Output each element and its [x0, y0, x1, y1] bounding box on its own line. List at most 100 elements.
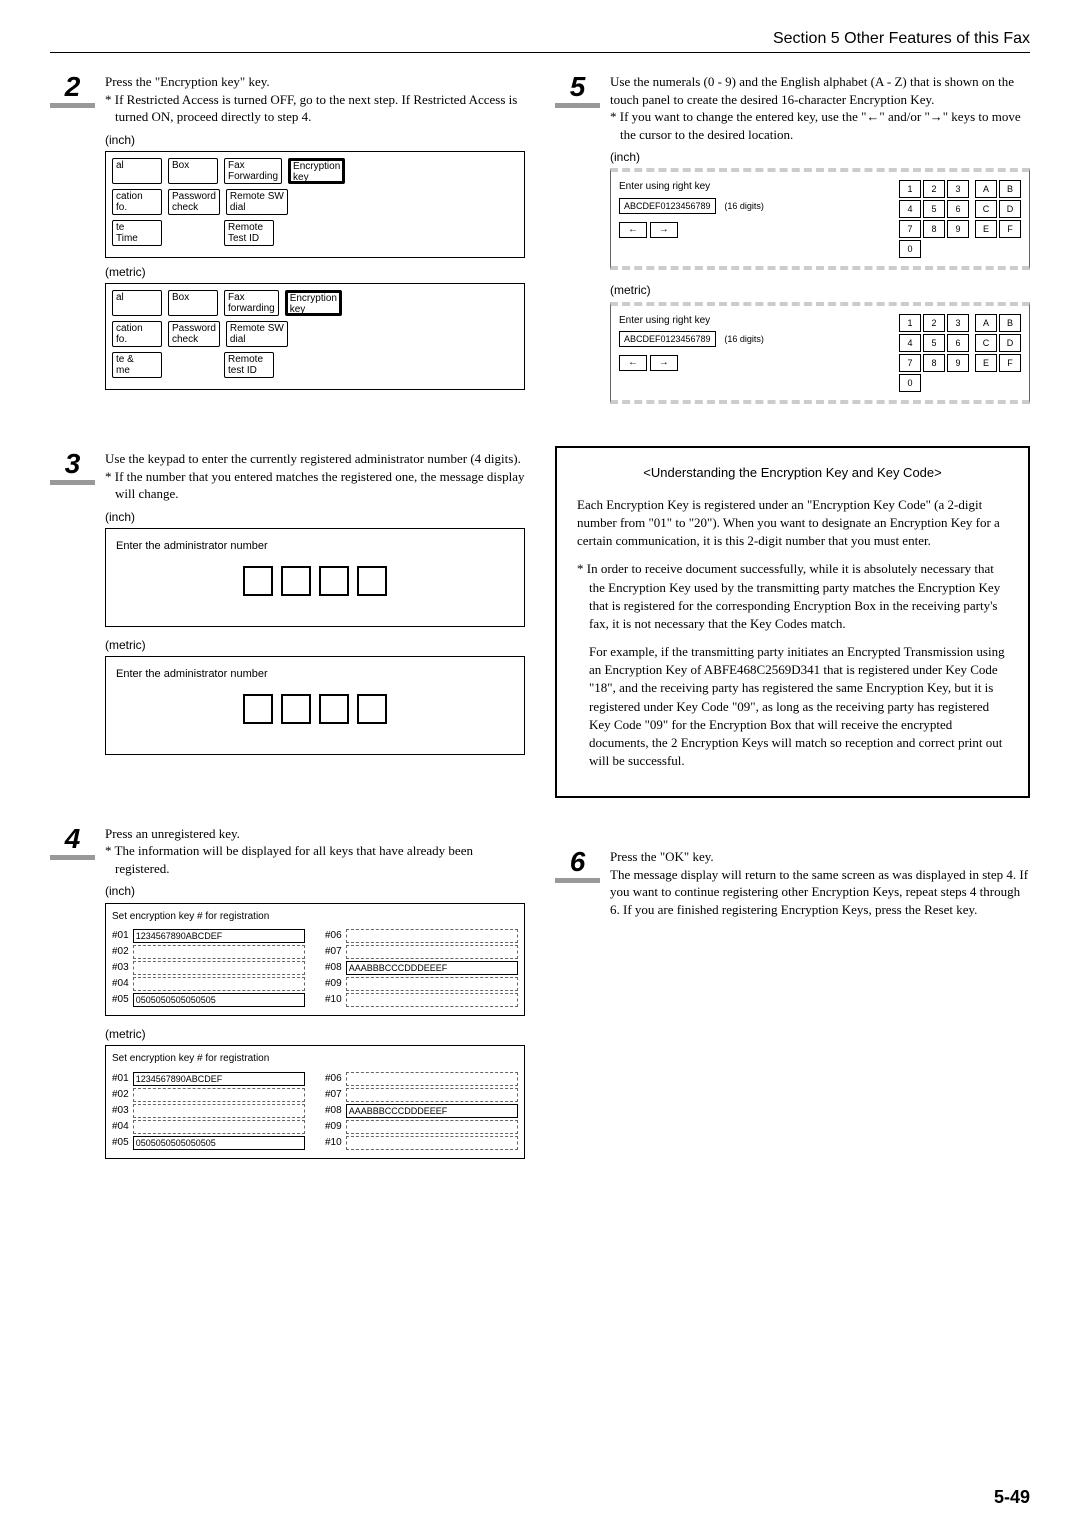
btn-te-time[interactable]: te Time: [112, 220, 162, 246]
key-0[interactable]: 0: [899, 240, 921, 258]
arrow-left-button[interactable]: ←: [619, 222, 647, 238]
reg-slot-08[interactable]: AAABBBCCCDDDEEEF: [346, 1104, 518, 1118]
reg-slot-01[interactable]: 1234567890ABCDEF: [133, 1072, 305, 1086]
step-3: 3 Use the keypad to enter the currently …: [50, 450, 525, 765]
key-7[interactable]: 7: [899, 220, 921, 238]
key-f[interactable]: F: [999, 354, 1021, 372]
reg-slot-05[interactable]: 0505050505050505: [133, 993, 305, 1007]
digit-input[interactable]: [319, 566, 349, 596]
key-a[interactable]: A: [975, 314, 997, 332]
key-4[interactable]: 4: [899, 334, 921, 352]
key-e[interactable]: E: [975, 354, 997, 372]
digit-input[interactable]: [319, 694, 349, 724]
key-8[interactable]: 8: [923, 354, 945, 372]
reg-label: #08: [325, 961, 342, 975]
reg-slot-07[interactable]: [346, 945, 518, 959]
key-7[interactable]: 7: [899, 354, 921, 372]
reg-slot-04[interactable]: [133, 977, 305, 991]
key-1[interactable]: 1: [899, 314, 921, 332]
reg-slot-10[interactable]: [346, 1136, 518, 1150]
btn-encryption-key-m[interactable]: Encryption key: [285, 290, 342, 316]
key-1[interactable]: 1: [899, 180, 921, 198]
metric-label: (metric): [610, 282, 1030, 298]
key-0[interactable]: 0: [899, 374, 921, 392]
step-4: 4 Press an unregistered key. * The infor…: [50, 825, 525, 1169]
key-4[interactable]: 4: [899, 200, 921, 218]
keypad-alpha: A B C D E F: [975, 180, 1021, 258]
reg-label: #03: [112, 1104, 129, 1118]
step4-note: * The information will be displayed for …: [105, 842, 525, 877]
btn-encryption-key[interactable]: Encryption key: [288, 158, 345, 184]
key-6[interactable]: 6: [947, 334, 969, 352]
key-b[interactable]: B: [999, 180, 1021, 198]
key-5[interactable]: 5: [923, 334, 945, 352]
key-b[interactable]: B: [999, 314, 1021, 332]
reg-slot-09[interactable]: [346, 977, 518, 991]
reg-label: #08: [325, 1104, 342, 1118]
reg-label: #09: [325, 1120, 342, 1134]
inch-label: (inch): [105, 509, 525, 525]
btn-al-m[interactable]: al: [112, 290, 162, 316]
arrow-right-button[interactable]: →: [650, 222, 678, 238]
btn-te-me[interactable]: te & me: [112, 352, 162, 378]
keypad-input[interactable]: ABCDEF0123456789: [619, 331, 716, 347]
key-e[interactable]: E: [975, 220, 997, 238]
digit-input[interactable]: [281, 694, 311, 724]
digit-input[interactable]: [357, 566, 387, 596]
reg-slot-02[interactable]: [133, 1088, 305, 1102]
reg-slot-10[interactable]: [346, 993, 518, 1007]
key-d[interactable]: D: [999, 200, 1021, 218]
btn-password-check[interactable]: Password check: [168, 189, 220, 215]
key-c[interactable]: C: [975, 334, 997, 352]
reg-slot-06[interactable]: [346, 1072, 518, 1086]
key-8[interactable]: 8: [923, 220, 945, 238]
key-c[interactable]: C: [975, 200, 997, 218]
key-9[interactable]: 9: [947, 220, 969, 238]
key-3[interactable]: 3: [947, 314, 969, 332]
step-number: 5: [555, 73, 600, 108]
key-a[interactable]: A: [975, 180, 997, 198]
btn-box-m[interactable]: Box: [168, 290, 218, 316]
keypad-alpha: A B C D E F: [975, 314, 1021, 392]
reg-slot-08[interactable]: AAABBBCCCDDDEEEF: [346, 961, 518, 975]
reg-slot-03[interactable]: [133, 961, 305, 975]
btn-fax-forwarding-m[interactable]: Fax forwarding: [224, 290, 279, 316]
arrow-right-button[interactable]: →: [650, 355, 678, 371]
digit-input[interactable]: [357, 694, 387, 724]
key-2[interactable]: 2: [923, 314, 945, 332]
btn-cation-m[interactable]: cation fo.: [112, 321, 162, 347]
keypad-input[interactable]: ABCDEF0123456789: [619, 198, 716, 214]
btn-box[interactable]: Box: [168, 158, 218, 184]
reg-label: #02: [112, 945, 129, 959]
arrow-left-button[interactable]: ←: [619, 355, 647, 371]
section-title: Section 5 Other Features of this Fax: [50, 30, 1030, 53]
reg-slot-05[interactable]: 0505050505050505: [133, 1136, 305, 1150]
btn-remote-test-id-m[interactable]: Remote test ID: [224, 352, 274, 378]
key-9[interactable]: 9: [947, 354, 969, 372]
key-6[interactable]: 6: [947, 200, 969, 218]
btn-al[interactable]: al: [112, 158, 162, 184]
digit-input[interactable]: [281, 566, 311, 596]
reg-slot-09[interactable]: [346, 1120, 518, 1134]
reg-slot-01[interactable]: 1234567890ABCDEF: [133, 929, 305, 943]
btn-remote-sw-dial[interactable]: Remote SW dial: [226, 189, 288, 215]
keypad-numeric: 1 2 3 4 5 6 7 8 9 0: [899, 180, 969, 258]
reg-label: #09: [325, 977, 342, 991]
digit-input[interactable]: [243, 694, 273, 724]
btn-password-check-m[interactable]: Password check: [168, 321, 220, 347]
key-5[interactable]: 5: [923, 200, 945, 218]
btn-fax-forwarding[interactable]: Fax Forwarding: [224, 158, 282, 184]
key-3[interactable]: 3: [947, 180, 969, 198]
key-2[interactable]: 2: [923, 180, 945, 198]
key-d[interactable]: D: [999, 334, 1021, 352]
reg-slot-06[interactable]: [346, 929, 518, 943]
btn-remote-test-id[interactable]: Remote Test ID: [224, 220, 274, 246]
btn-remote-sw-dial-m[interactable]: Remote SW dial: [226, 321, 288, 347]
reg-slot-03[interactable]: [133, 1104, 305, 1118]
btn-cation[interactable]: cation fo.: [112, 189, 162, 215]
reg-slot-04[interactable]: [133, 1120, 305, 1134]
key-f[interactable]: F: [999, 220, 1021, 238]
reg-slot-07[interactable]: [346, 1088, 518, 1102]
digit-input[interactable]: [243, 566, 273, 596]
reg-slot-02[interactable]: [133, 945, 305, 959]
